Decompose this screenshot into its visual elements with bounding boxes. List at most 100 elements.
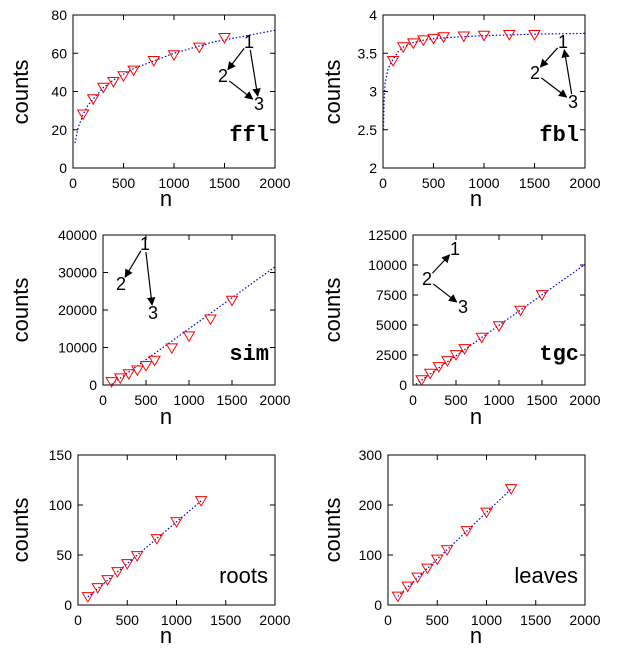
motif-node-label: 1 bbox=[558, 32, 568, 52]
data-point bbox=[406, 38, 420, 50]
x-tick-label: 500 bbox=[422, 175, 446, 191]
y-tick-label: 4 bbox=[369, 7, 377, 23]
x-axis-label: n bbox=[160, 404, 172, 429]
panel-label: tgc bbox=[539, 342, 579, 367]
panel-label: ffl bbox=[229, 123, 269, 148]
y-tick-label: 2500 bbox=[376, 347, 407, 363]
motif-node-label: 3 bbox=[148, 303, 158, 323]
panel-label: sim bbox=[229, 342, 269, 367]
y-tick-label: 20 bbox=[51, 122, 67, 138]
data-point bbox=[117, 71, 130, 83]
motif-node-label: 2 bbox=[422, 269, 432, 289]
y-tick-label: 40 bbox=[51, 84, 67, 100]
data-point bbox=[167, 50, 181, 62]
motif-edge bbox=[227, 47, 245, 71]
data-point bbox=[480, 507, 493, 519]
motif-edge bbox=[249, 49, 261, 97]
y-tick-label: 30000 bbox=[58, 265, 97, 281]
data-point bbox=[76, 109, 90, 121]
x-tick-label: 0 bbox=[74, 612, 82, 628]
x-tick-label: 2000 bbox=[569, 612, 600, 628]
x-tick-label: 0 bbox=[99, 392, 107, 408]
x-tick-label: 0 bbox=[409, 392, 417, 408]
fit-line bbox=[383, 32, 585, 130]
data-point bbox=[417, 35, 430, 47]
panel-sim: 0 500 1000 1500 2000010000200003000040000nco… bbox=[8, 227, 291, 429]
data-point bbox=[396, 42, 410, 54]
data-point bbox=[492, 321, 506, 333]
y-tick-label: 150 bbox=[49, 447, 73, 463]
data-point bbox=[427, 33, 440, 45]
motif-edge bbox=[124, 250, 142, 278]
y-axis-label: counts bbox=[320, 60, 345, 125]
motif-node-label: 3 bbox=[458, 297, 468, 317]
data-point bbox=[502, 29, 516, 41]
motif-edge bbox=[228, 80, 254, 100]
x-tick-label: 0 bbox=[379, 175, 387, 191]
y-tick-label: 0 bbox=[374, 597, 382, 613]
data-point bbox=[107, 77, 120, 88]
motif-edge bbox=[561, 49, 573, 95]
x-tick-label: 500 bbox=[134, 392, 158, 408]
data-point bbox=[101, 575, 114, 586]
y-axis-label: counts bbox=[8, 60, 33, 125]
motif-node-label: 1 bbox=[450, 239, 460, 259]
x-tick-label: 500 bbox=[444, 392, 468, 408]
data-point bbox=[96, 82, 110, 94]
x-axis-label: n bbox=[470, 404, 482, 429]
data-point bbox=[430, 554, 444, 566]
panel-leaves: 0 500 1000 1500 2000 0 100 200 300 n counts leaves bbox=[320, 447, 601, 648]
y-axis-label: counts bbox=[8, 498, 33, 563]
data-point bbox=[391, 591, 405, 603]
y-tick-label: 3.5 bbox=[358, 45, 378, 61]
y-tick-label: 10000 bbox=[58, 340, 97, 356]
motif-node-label: 3 bbox=[568, 92, 578, 112]
data-point bbox=[535, 290, 549, 301]
data-point bbox=[165, 343, 179, 355]
data-point bbox=[120, 559, 134, 570]
x-tick-label: 1000 bbox=[471, 612, 502, 628]
x-tick-label: 1000 bbox=[158, 175, 189, 191]
data-point bbox=[225, 295, 239, 307]
y-tick-label: 80 bbox=[51, 7, 67, 23]
x-tick-label: 1000 bbox=[468, 175, 499, 191]
data-point bbox=[441, 356, 454, 367]
y-tick-label: 5000 bbox=[376, 317, 407, 333]
y-tick-label: 60 bbox=[51, 45, 67, 61]
fit-line bbox=[413, 263, 585, 385]
data-point bbox=[437, 32, 450, 44]
data-point bbox=[147, 56, 161, 67]
data-point bbox=[528, 29, 541, 41]
data-point bbox=[86, 94, 100, 106]
panel-label: leaves bbox=[514, 563, 578, 588]
x-axis-label: n bbox=[470, 186, 482, 211]
data-point bbox=[460, 526, 474, 537]
y-tick-label: 20000 bbox=[58, 302, 97, 318]
data-point bbox=[148, 355, 161, 367]
y-tick-label: 0 bbox=[64, 597, 72, 613]
motif-node-label: 2 bbox=[530, 63, 540, 83]
data-point bbox=[432, 362, 446, 373]
x-tick-label: 1500 bbox=[526, 392, 557, 408]
data-point bbox=[150, 534, 164, 545]
y-tick-label: 7500 bbox=[376, 287, 407, 303]
data-point bbox=[411, 572, 424, 584]
x-axis-label: n bbox=[160, 186, 172, 211]
data-point bbox=[131, 365, 144, 377]
data-point bbox=[421, 563, 434, 575]
panel-ffl: 0 500 1000 1500 2000 0 20 40 60 80 n counts ffl 12 3 bbox=[8, 7, 291, 211]
x-tick-label: 500 bbox=[116, 612, 140, 628]
data-point bbox=[170, 517, 183, 528]
motif-node-label: 3 bbox=[254, 94, 264, 114]
y-axis-label: counts bbox=[8, 278, 33, 343]
x-tick-label: 0 bbox=[69, 175, 77, 191]
y-tick-label: 50 bbox=[56, 547, 72, 563]
data-point bbox=[192, 42, 206, 54]
x-axis-label: n bbox=[470, 623, 482, 648]
x-tick-label: 0 bbox=[384, 612, 392, 628]
data-point bbox=[218, 33, 231, 44]
panel-roots: 0 500 1000 1500 2000 0 50 100 150 n counts roots bbox=[8, 447, 291, 648]
data-point bbox=[122, 369, 136, 381]
motif-node-label: 2 bbox=[116, 274, 126, 294]
